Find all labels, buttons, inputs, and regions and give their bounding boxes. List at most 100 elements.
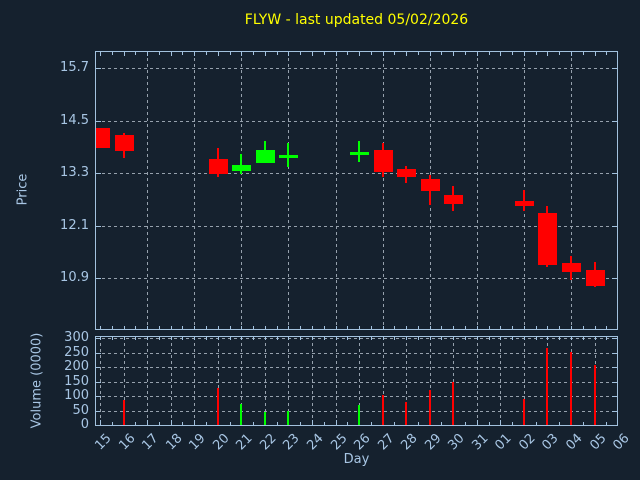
x-tick-label: 04 — [563, 431, 586, 454]
candle-body-down — [373, 149, 393, 172]
x-minor-tick-voltop — [253, 337, 255, 340]
x-minor-tick — [606, 422, 608, 425]
x-minor-tick-voltop — [158, 337, 160, 340]
x-minor-tick — [205, 422, 207, 425]
x-tick-label: 15 — [92, 431, 115, 454]
volume-ytick-right — [612, 338, 617, 340]
x-minor-tick-bottom — [347, 326, 349, 329]
volume-vgridline — [382, 337, 384, 425]
x-minor-tick-voltop — [370, 337, 372, 340]
volume-bar-down — [452, 382, 455, 425]
price-panel — [95, 51, 618, 330]
x-tick-label: 05 — [586, 431, 610, 454]
volume-ytick-right — [612, 396, 617, 398]
x-major-tick-top — [500, 52, 502, 56]
x-minor-tick-bottom — [535, 326, 537, 329]
volume-bar-up — [240, 403, 243, 425]
x-minor-tick-bottom — [182, 326, 184, 329]
x-tick-label: 19 — [186, 431, 209, 454]
x-major-tick — [147, 420, 149, 425]
volume-tick-label: 250 — [64, 344, 89, 360]
x-minor-tick-bottom — [606, 326, 608, 329]
x-tick-label: 23 — [280, 431, 303, 454]
x-minor-tick-bottom — [147, 326, 149, 329]
x-minor-tick-top — [347, 52, 349, 55]
x-minor-tick-top — [606, 52, 608, 55]
x-minor-tick-bottom — [370, 326, 372, 329]
x-minor-tick-bottom — [417, 326, 419, 329]
x-major-tick-top — [406, 52, 408, 56]
x-tick-label: 16 — [115, 431, 139, 454]
x-major-tick — [476, 420, 478, 425]
x-minor-tick-bottom — [547, 326, 549, 329]
x-minor-tick-bottom — [582, 326, 584, 329]
candle-wick-down — [522, 189, 525, 212]
x-minor-tick-top — [582, 52, 584, 55]
x-minor-tick-bottom — [194, 326, 196, 329]
price-tick-label: 14.5 — [60, 112, 89, 128]
x-minor-tick-bottom — [476, 326, 478, 329]
x-major-tick-top — [429, 52, 431, 56]
x-minor-tick-voltop — [288, 337, 290, 340]
x-minor-tick — [582, 422, 584, 425]
x-minor-tick-bottom — [264, 326, 266, 329]
volume-vgridline — [194, 337, 196, 425]
x-minor-tick — [417, 422, 419, 425]
x-tick-label: 27 — [374, 431, 398, 454]
x-major-tick-top — [123, 52, 125, 56]
volume-panel — [95, 336, 618, 426]
volume-ytick-left — [96, 396, 101, 398]
x-tick-label: 26 — [351, 431, 374, 454]
x-minor-tick-voltop — [606, 337, 608, 340]
volume-vgridline — [476, 337, 478, 425]
price-vgridline — [571, 52, 572, 329]
volume-tick-label: 0 — [80, 417, 89, 432]
x-minor-tick-bottom — [559, 326, 561, 329]
x-tick-label: 22 — [257, 431, 280, 454]
x-minor-tick-bottom — [465, 326, 467, 329]
x-minor-tick-top — [323, 52, 325, 55]
volume-vgridline — [217, 337, 219, 425]
price-tick-label: 15.7 — [60, 60, 89, 75]
x-minor-tick — [488, 422, 490, 425]
x-minor-tick — [512, 422, 514, 425]
volume-tick-label: 200 — [64, 359, 89, 375]
x-minor-tick-voltop — [512, 337, 514, 340]
x-minor-tick-top — [512, 52, 514, 55]
x-minor-tick-bottom — [571, 326, 572, 329]
x-major-tick — [335, 420, 337, 425]
x-minor-tick-bottom — [111, 326, 113, 329]
x-minor-tick-bottom — [523, 326, 525, 329]
volume-ytick-right — [612, 410, 617, 412]
volume-vgridline — [523, 337, 525, 425]
volume-ytick-left — [96, 367, 101, 369]
x-minor-tick-top — [559, 52, 561, 55]
x-major-tick-top — [288, 52, 290, 56]
price-gridline — [96, 278, 617, 280]
x-minor-tick-voltop — [264, 337, 266, 340]
x-minor-tick — [394, 422, 396, 425]
x-minor-tick-bottom — [323, 326, 325, 329]
x-minor-tick-top — [535, 52, 537, 55]
x-minor-tick-voltop — [205, 337, 207, 340]
volume-bar-down — [546, 347, 549, 425]
x-tick-label: 01 — [492, 431, 515, 454]
volume-tick-label: 150 — [64, 373, 89, 389]
volume-tick-label: 50 — [72, 402, 89, 418]
volume-vgridline — [429, 337, 431, 425]
price-tick-label: 10.9 — [60, 270, 89, 286]
x-minor-tick-top — [253, 52, 255, 55]
x-minor-tick-bottom — [288, 326, 290, 329]
x-minor-tick-voltop — [594, 337, 596, 340]
price-ytick-left — [96, 173, 101, 175]
volume-bar-down — [405, 402, 408, 425]
x-tick-label: 29 — [421, 431, 445, 454]
x-minor-tick-voltop — [147, 337, 149, 340]
x-minor-tick-voltop — [559, 337, 561, 340]
volume-bar-down — [570, 351, 572, 425]
x-minor-tick-bottom — [205, 326, 207, 329]
volume-vgridline — [500, 337, 502, 425]
x-major-tick-top — [547, 52, 549, 56]
price-ytick-left — [96, 68, 101, 69]
x-tick-label: 31 — [469, 431, 492, 454]
